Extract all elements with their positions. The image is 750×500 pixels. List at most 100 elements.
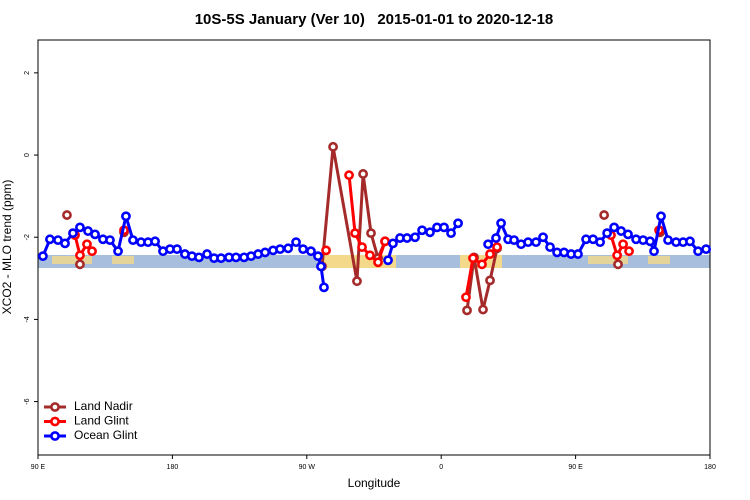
data-point bbox=[656, 211, 666, 222]
data-point bbox=[410, 232, 420, 243]
data-point bbox=[90, 229, 100, 240]
data-point bbox=[483, 239, 493, 250]
data-point bbox=[523, 237, 534, 248]
data-point bbox=[291, 237, 301, 248]
data-point bbox=[461, 292, 471, 303]
data-point bbox=[202, 249, 212, 259]
data-point bbox=[645, 236, 656, 247]
data-point bbox=[150, 236, 160, 247]
data-point bbox=[62, 210, 72, 220]
data-point bbox=[344, 170, 354, 181]
data-point bbox=[468, 253, 478, 264]
data-point bbox=[68, 228, 78, 239]
data-point bbox=[496, 218, 506, 229]
data-point bbox=[573, 249, 583, 259]
data-point bbox=[75, 222, 85, 233]
data-point bbox=[275, 244, 285, 255]
data-point bbox=[595, 237, 605, 248]
data-point bbox=[613, 259, 623, 270]
data-point bbox=[612, 250, 623, 261]
data-point bbox=[87, 246, 97, 257]
x-axis-label: Longitude bbox=[348, 476, 401, 490]
chart-title: 10S-5S January (Ver 10) 2015-01-01 to 20… bbox=[195, 11, 554, 28]
x-tick-label: 180 bbox=[167, 464, 179, 471]
data-point bbox=[75, 250, 85, 261]
land-strip bbox=[588, 256, 628, 264]
land-strip bbox=[648, 256, 670, 264]
legend-label: Land Nadir bbox=[74, 399, 133, 413]
legend-label: Land Glint bbox=[74, 414, 129, 428]
data-point bbox=[439, 222, 449, 233]
data-point bbox=[485, 249, 495, 259]
data-point bbox=[113, 246, 123, 257]
data-point bbox=[649, 246, 659, 257]
data-point bbox=[462, 305, 472, 316]
land-strip bbox=[52, 256, 92, 264]
data-point bbox=[82, 239, 92, 250]
data-point bbox=[172, 244, 182, 255]
data-point bbox=[128, 235, 138, 246]
data-point bbox=[417, 225, 427, 236]
data-point bbox=[623, 229, 633, 240]
x-tick-label: 0 bbox=[439, 464, 443, 471]
data-point bbox=[365, 250, 375, 261]
data-point bbox=[350, 228, 360, 239]
data-point bbox=[121, 211, 131, 222]
data-point bbox=[492, 242, 502, 252]
data-point bbox=[663, 235, 673, 246]
x-tick-label: 90 E bbox=[31, 464, 46, 471]
data-point bbox=[231, 252, 241, 263]
data-point bbox=[485, 275, 495, 286]
data-point bbox=[319, 282, 329, 293]
data-point bbox=[216, 253, 226, 264]
data-point bbox=[260, 247, 271, 258]
data-point bbox=[352, 276, 362, 287]
data-point bbox=[602, 228, 613, 239]
data-point bbox=[477, 259, 487, 270]
data-point bbox=[373, 257, 383, 268]
legend-marker bbox=[50, 431, 60, 441]
data-point bbox=[599, 210, 610, 220]
data-point bbox=[306, 246, 316, 257]
data-point bbox=[313, 251, 323, 262]
data-point bbox=[538, 232, 548, 243]
y-axis-label: XCO2 - MLO trend (ppm) bbox=[0, 180, 14, 315]
x-tick-label: 90 W bbox=[299, 464, 316, 471]
data-point bbox=[321, 245, 331, 256]
data-point bbox=[75, 259, 85, 270]
land-strip bbox=[112, 256, 134, 264]
data-point bbox=[446, 228, 456, 239]
data-point bbox=[425, 227, 435, 238]
data-point bbox=[609, 222, 620, 233]
data-point bbox=[358, 169, 368, 179]
data-point bbox=[618, 239, 628, 250]
data-point bbox=[491, 233, 501, 243]
data-point bbox=[366, 228, 376, 239]
data-point bbox=[380, 236, 390, 247]
x-tick-label: 180 bbox=[704, 464, 716, 471]
y-tick-label: 2 bbox=[24, 71, 31, 75]
data-point bbox=[531, 237, 541, 248]
data-point bbox=[693, 246, 703, 257]
data-point bbox=[45, 234, 55, 245]
legend-marker bbox=[50, 402, 60, 412]
y-tick-label: 0 bbox=[24, 153, 31, 157]
y-tick-label: -6 bbox=[24, 398, 31, 404]
data-point bbox=[283, 243, 294, 254]
legend-label: Ocean Glint bbox=[74, 428, 138, 442]
y-tick-label: -4 bbox=[24, 316, 31, 322]
data-point bbox=[685, 236, 695, 247]
data-point bbox=[545, 242, 555, 252]
data-point bbox=[328, 141, 338, 152]
series-line bbox=[41, 214, 707, 288]
data-point bbox=[388, 238, 398, 249]
data-point bbox=[357, 242, 367, 252]
legend-marker bbox=[50, 416, 60, 427]
data-point bbox=[60, 238, 70, 249]
data-point bbox=[509, 235, 519, 246]
data-point bbox=[298, 244, 308, 255]
data-point bbox=[383, 255, 393, 266]
data-point bbox=[38, 251, 48, 262]
y-tick-label: -2 bbox=[24, 234, 31, 240]
